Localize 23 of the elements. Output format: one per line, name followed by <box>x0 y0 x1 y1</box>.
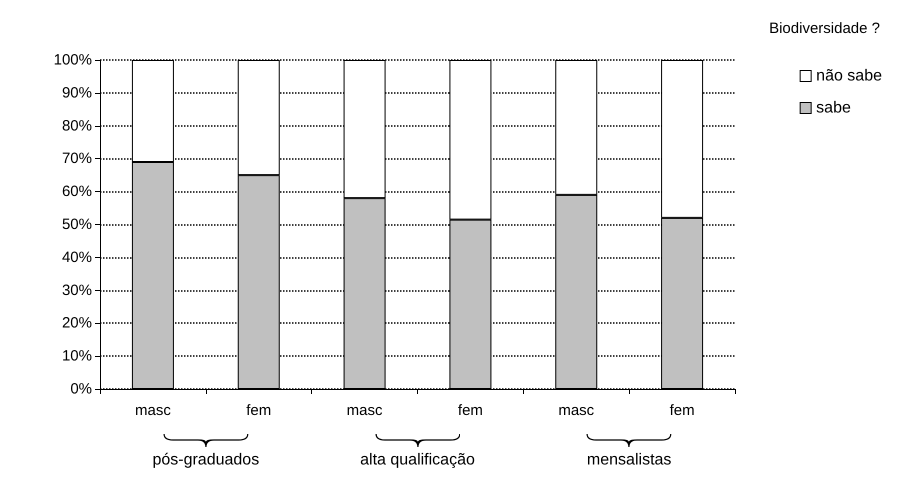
x-tick-label: masc <box>346 402 383 419</box>
y-tick-label: 70% <box>62 150 92 168</box>
x-tick-label: fem <box>670 402 695 419</box>
y-tick-label: 0% <box>70 380 92 398</box>
y-tick-label: 30% <box>62 282 92 299</box>
text: alta qualificação <box>360 452 475 468</box>
x-tick-label: fem <box>246 402 272 419</box>
y-tick-label: 80% <box>62 117 92 134</box>
x-tick-label: masc <box>558 402 595 419</box>
x-tick-label: fem <box>458 402 483 419</box>
legend-label: não sabe <box>816 68 882 84</box>
y-tick-label: 20% <box>62 314 92 332</box>
y-tick-label: 50% <box>62 216 92 233</box>
x-tick-label: masc <box>134 402 172 419</box>
legend-label: sabe <box>816 100 851 116</box>
legend-title: Biodiversidade ? <box>769 20 880 37</box>
text: pós-graduados <box>152 452 260 468</box>
y-tick-label: 100% <box>54 52 92 68</box>
y-tick-label: 40% <box>62 248 92 266</box>
y-tick-label: 10% <box>62 348 92 365</box>
y-tick-label: 90% <box>62 84 92 102</box>
text: mensalistas <box>586 452 672 468</box>
y-tick-label: 60% <box>62 183 92 200</box>
